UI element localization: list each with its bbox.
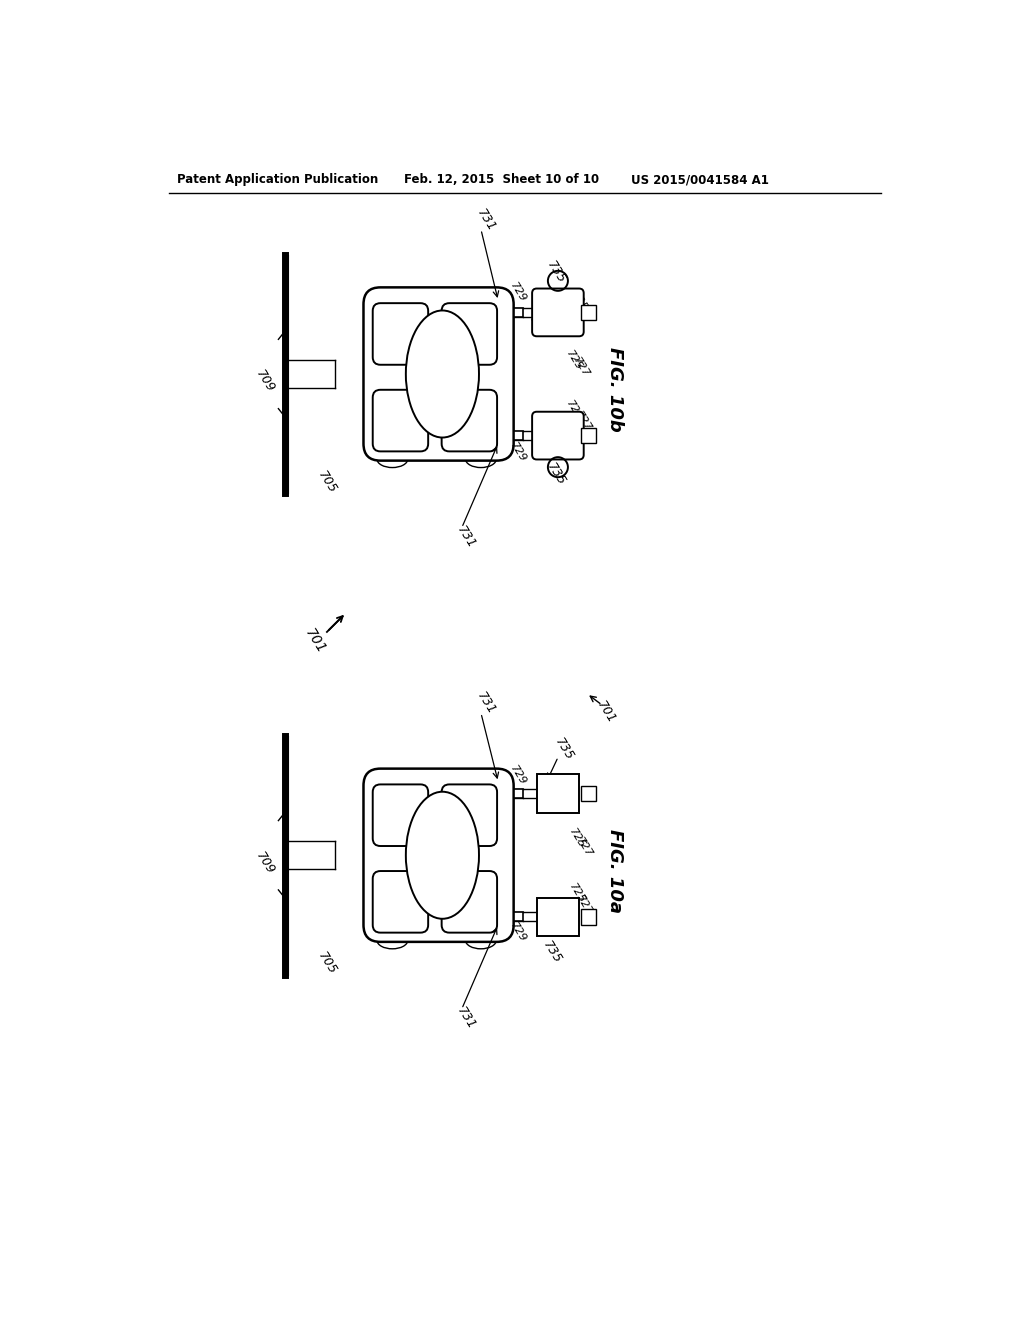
Text: Feb. 12, 2015  Sheet 10 of 10: Feb. 12, 2015 Sheet 10 of 10 xyxy=(403,173,599,186)
FancyBboxPatch shape xyxy=(532,289,584,337)
Text: 735: 735 xyxy=(552,735,575,763)
FancyBboxPatch shape xyxy=(373,304,428,364)
FancyBboxPatch shape xyxy=(373,784,428,846)
Text: 727: 727 xyxy=(571,356,591,380)
Text: 731: 731 xyxy=(455,1005,478,1032)
Text: 705: 705 xyxy=(315,950,339,977)
Text: 729: 729 xyxy=(508,281,528,304)
Text: FIG. 10b: FIG. 10b xyxy=(606,347,624,432)
Text: 719: 719 xyxy=(537,297,556,321)
FancyBboxPatch shape xyxy=(364,768,514,942)
Text: 727: 727 xyxy=(574,894,594,917)
Text: 709: 709 xyxy=(253,368,278,395)
FancyBboxPatch shape xyxy=(532,412,584,459)
Bar xyxy=(514,789,523,799)
Text: Patent Application Publication: Patent Application Publication xyxy=(177,173,378,186)
Text: 729: 729 xyxy=(508,763,528,787)
Text: 729: 729 xyxy=(508,920,528,944)
Text: 701: 701 xyxy=(594,700,617,726)
Bar xyxy=(581,428,596,444)
Bar xyxy=(514,308,523,317)
Bar xyxy=(514,430,523,441)
Ellipse shape xyxy=(406,310,479,437)
Text: US 2015/0041584 A1: US 2015/0041584 A1 xyxy=(631,173,769,186)
Text: 727: 727 xyxy=(526,314,547,338)
Text: 725: 725 xyxy=(567,826,587,850)
Text: 731: 731 xyxy=(474,690,498,717)
Bar xyxy=(581,909,596,924)
Text: 701: 701 xyxy=(302,626,329,656)
Bar xyxy=(581,785,596,801)
FancyBboxPatch shape xyxy=(441,784,497,846)
Text: 709: 709 xyxy=(253,849,278,876)
Text: 725: 725 xyxy=(569,290,589,313)
Bar xyxy=(537,775,580,813)
Text: 719: 719 xyxy=(537,421,556,445)
Text: 735: 735 xyxy=(544,259,568,286)
FancyBboxPatch shape xyxy=(373,871,428,933)
Text: 725: 725 xyxy=(567,882,587,906)
FancyBboxPatch shape xyxy=(441,389,497,451)
Bar xyxy=(581,305,596,321)
Text: FIG. 10a: FIG. 10a xyxy=(606,829,624,912)
Text: 725: 725 xyxy=(564,399,584,422)
Text: 705: 705 xyxy=(315,469,339,496)
Text: 731: 731 xyxy=(455,524,478,550)
Bar xyxy=(514,912,523,921)
Text: 735: 735 xyxy=(541,939,564,966)
FancyBboxPatch shape xyxy=(441,871,497,933)
FancyBboxPatch shape xyxy=(364,288,514,461)
Text: 725: 725 xyxy=(564,348,584,372)
Text: 729: 729 xyxy=(508,441,528,465)
Text: 735: 735 xyxy=(544,461,568,487)
Bar xyxy=(537,898,580,936)
FancyBboxPatch shape xyxy=(373,389,428,451)
Text: 727: 727 xyxy=(573,411,593,433)
FancyBboxPatch shape xyxy=(441,304,497,364)
Text: 731: 731 xyxy=(474,206,498,234)
Ellipse shape xyxy=(406,792,479,919)
Text: 727: 727 xyxy=(574,836,594,859)
